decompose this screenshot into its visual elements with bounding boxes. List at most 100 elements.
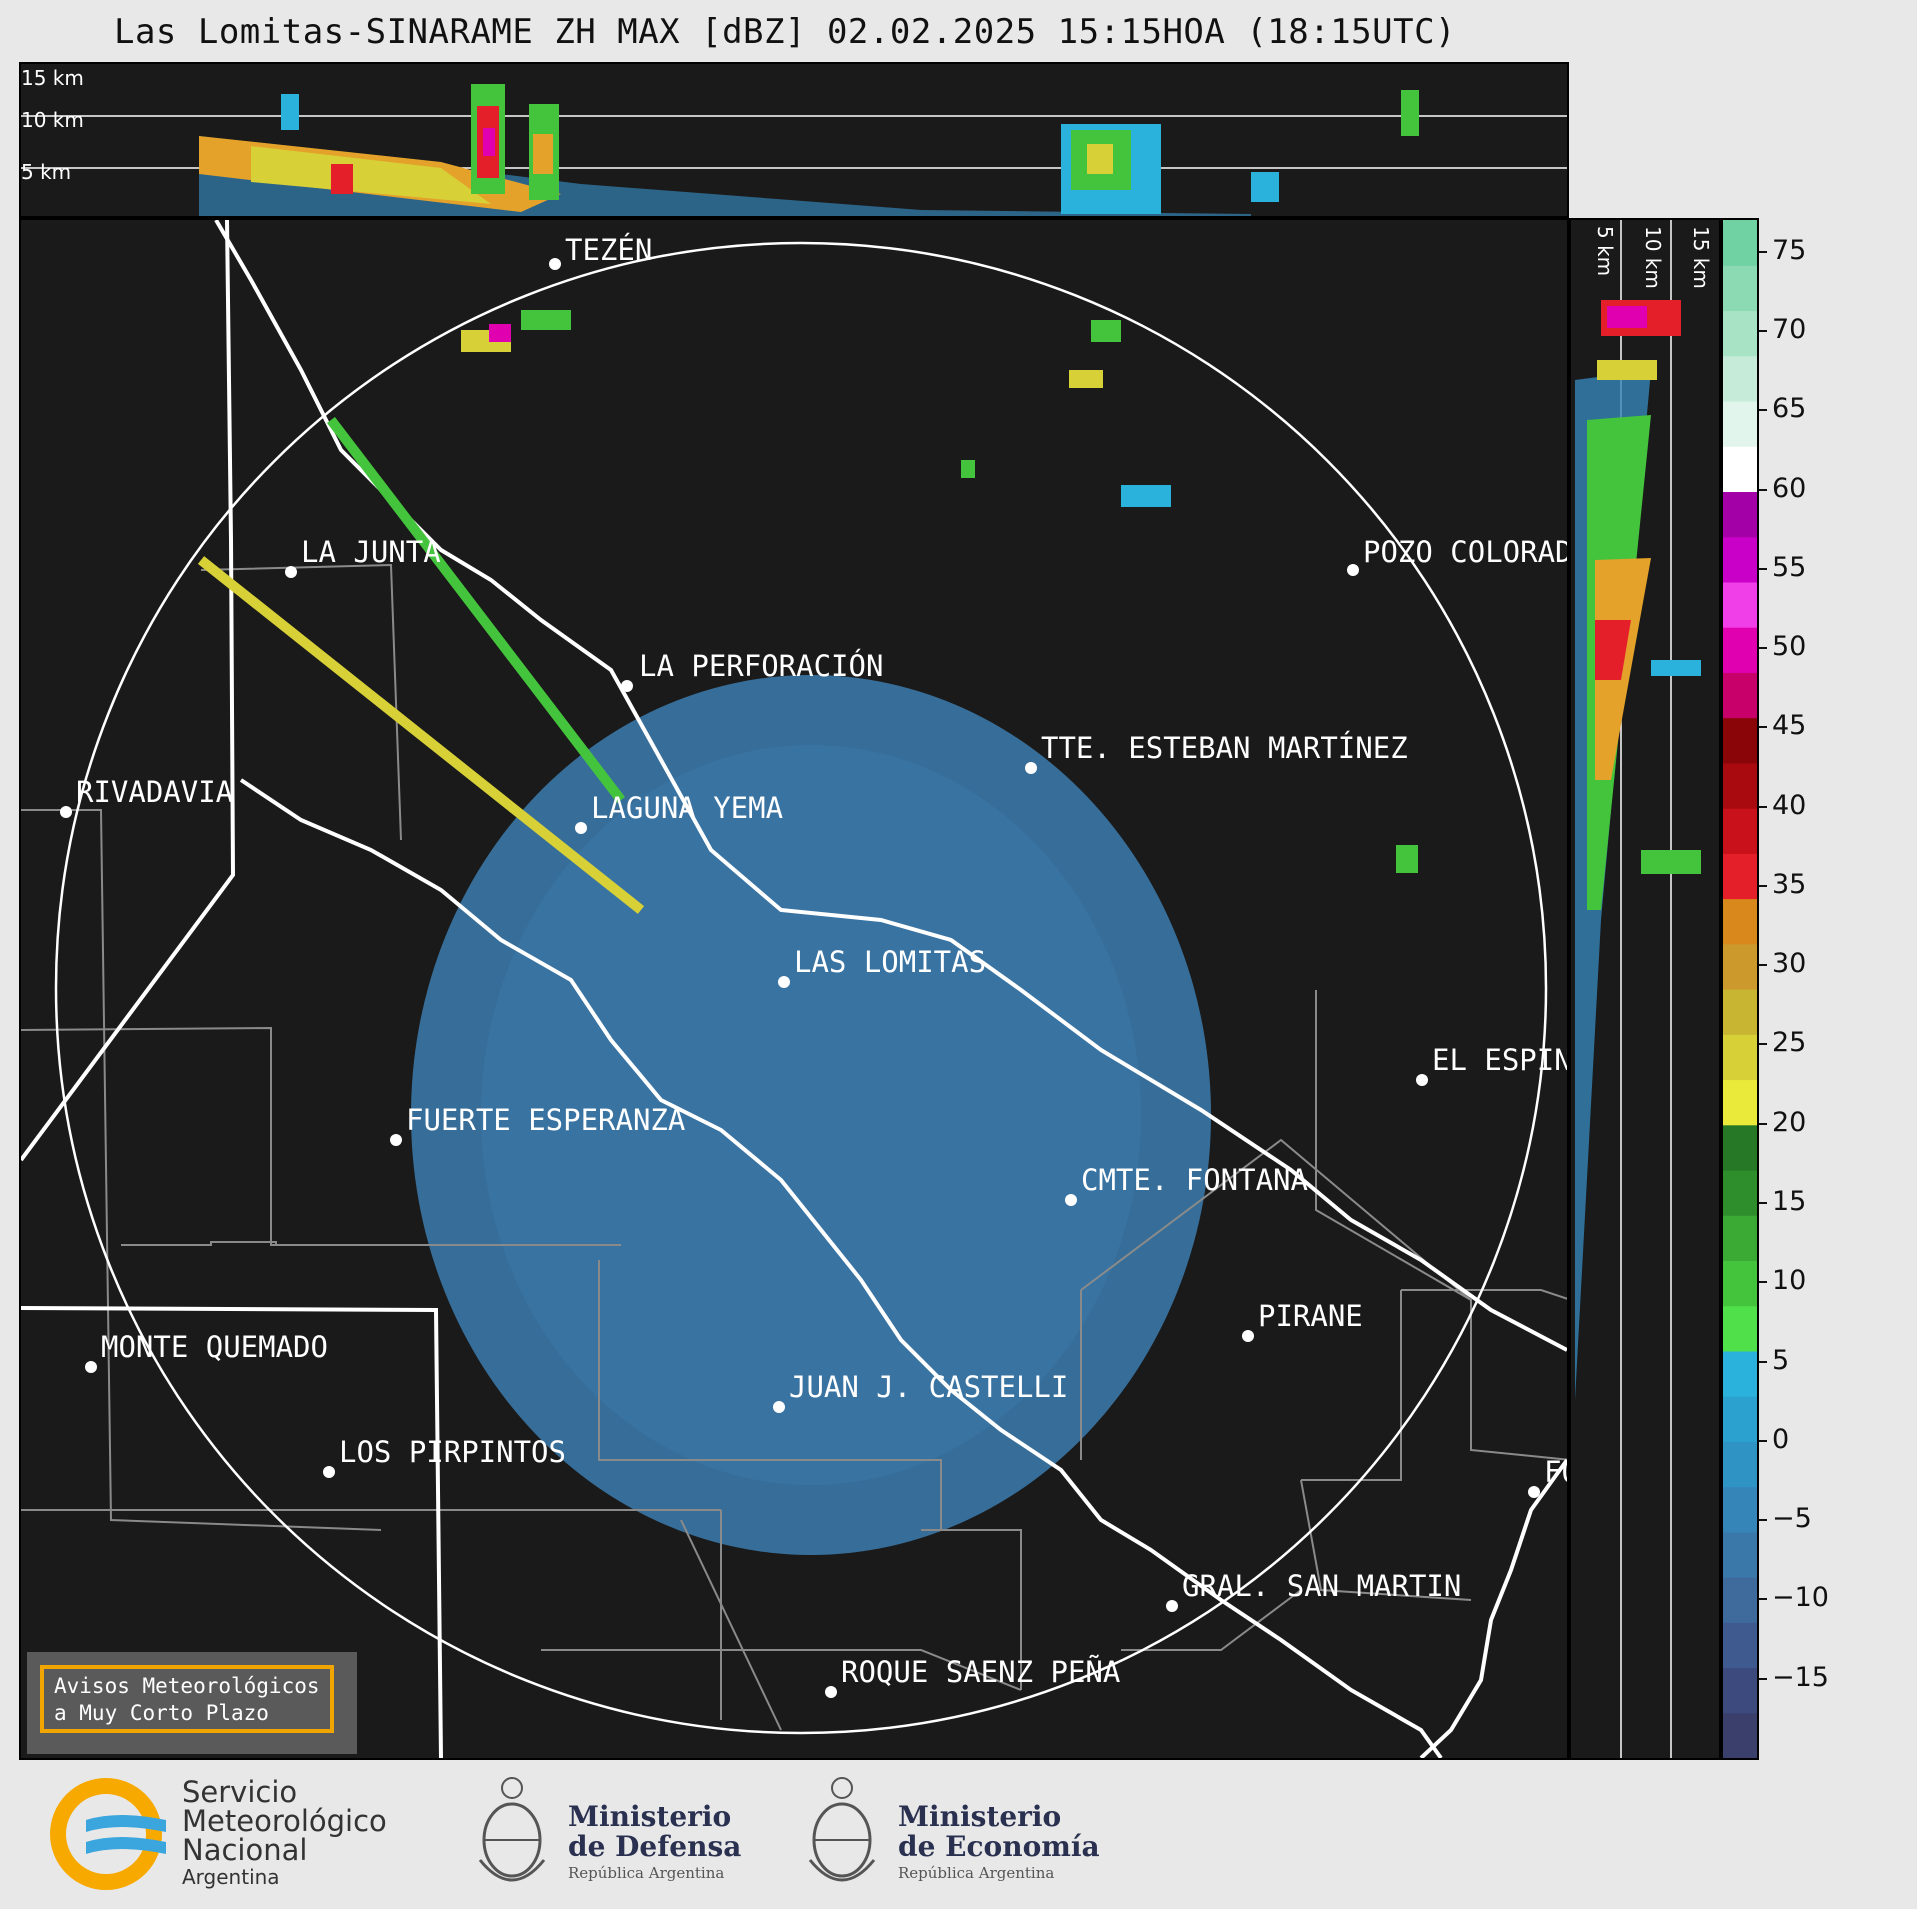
colorbar-tick-label: 25 <box>1772 1027 1807 1059</box>
colorbar-tick-label: 70 <box>1772 313 1807 345</box>
colorbar-tick <box>1759 1360 1767 1363</box>
colorbar-tick-label: −15 <box>1772 1661 1829 1693</box>
colorbar-tick <box>1759 1598 1767 1601</box>
city-label: ROQUE SAENZ PEÑA <box>841 1655 1120 1689</box>
colorbar-tick-label: 10 <box>1772 1265 1807 1297</box>
storm-cells <box>461 310 1418 873</box>
colorbar-band <box>1723 1124 1757 1171</box>
smn-line1: Servicio <box>182 1775 298 1809</box>
colorbar-tick <box>1759 567 1767 570</box>
city-label: LA PERFORACIÓN <box>639 649 883 683</box>
colorbar-tick-label: 50 <box>1772 631 1807 663</box>
colorbar-band <box>1723 310 1757 357</box>
footer-logos: Servicio Meteorológico Nacional Argentin… <box>0 1760 1917 1909</box>
echo-spike-yellow <box>197 556 645 914</box>
city-label: GRAL. SAN MARTIN <box>1182 1569 1461 1603</box>
colorbar-tick <box>1759 1043 1767 1046</box>
smn-logo-icon <box>50 1778 166 1890</box>
top-cross-section: 15 km 10 km 5 km <box>19 62 1569 218</box>
colorbar-band <box>1723 943 1757 990</box>
colorbar-band <box>1723 1531 1757 1578</box>
defensa-shield-icon <box>478 1777 546 1882</box>
city-label: CMTE. FONTANA <box>1081 1163 1308 1197</box>
colorbar-tick <box>1759 964 1767 967</box>
colorbar-band <box>1723 1622 1757 1669</box>
colorbar-band <box>1723 1079 1757 1126</box>
top-km-label-5: 5 km <box>21 160 72 184</box>
colorbar-tick <box>1759 1677 1767 1680</box>
side-cross-section: 5 km 10 km 15 km <box>1569 218 1721 1760</box>
colorbar-tick-label: 35 <box>1772 868 1807 900</box>
colorbar-band <box>1723 220 1757 266</box>
colorbar-band <box>1723 400 1757 447</box>
radar-map: TEZÉN LA JUNTA POZO COLORADO LA PERFORAC… <box>19 218 1569 1760</box>
city-label: TTE. ESTEBAN MARTÍNEZ <box>1041 731 1408 765</box>
colorbar-tick <box>1759 1202 1767 1205</box>
colorbar-tick-label: −5 <box>1772 1503 1812 1535</box>
colorbar-tick-label: 55 <box>1772 551 1807 583</box>
colorbar-tick <box>1759 647 1767 650</box>
colorbar-band <box>1723 1486 1757 1533</box>
colorbar-tick-label: 0 <box>1772 1423 1790 1455</box>
colorbar-band <box>1723 1712 1757 1758</box>
colorbar-band <box>1723 1350 1757 1397</box>
colorbar-band <box>1723 1260 1757 1307</box>
colorbar-band <box>1723 1577 1757 1623</box>
colorbar-tick <box>1759 329 1767 332</box>
smn-line3: Nacional <box>182 1833 308 1867</box>
top-km-label-15: 15 km <box>21 66 84 90</box>
side-km-label-10: 10 km <box>1641 226 1665 289</box>
city-label: FUERTE ESPERANZA <box>406 1103 685 1137</box>
colorbar-band <box>1723 355 1757 402</box>
economia-line2: de Economía <box>898 1830 1100 1863</box>
colorbar-tick-label: 30 <box>1772 948 1807 980</box>
colorbar-tick-label: −10 <box>1772 1582 1829 1614</box>
range-ring <box>54 241 1548 1735</box>
colorbar-band <box>1723 1215 1757 1262</box>
side-km-label-15: 15 km <box>1689 226 1713 289</box>
colorbar-tick <box>1759 488 1767 491</box>
colorbar-band <box>1723 717 1757 764</box>
province-borders <box>21 220 443 1758</box>
defensa-line1: Ministerio <box>568 1800 732 1833</box>
colorbar-band <box>1723 491 1757 538</box>
colorbar-band <box>1723 672 1757 719</box>
colorbar-band <box>1723 853 1757 900</box>
colorbar-tick-label: 60 <box>1772 472 1807 504</box>
city-label: LAGUNA YEMA <box>591 791 783 825</box>
colorbar-band <box>1723 1441 1757 1488</box>
city-label: EL ESPINILLO <box>1432 1043 1567 1077</box>
city-label: POZO COLORADO <box>1363 535 1567 569</box>
colorbar-tick <box>1759 409 1767 412</box>
colorbar-tick <box>1759 805 1767 808</box>
economia-line1: Ministerio <box>898 1800 1062 1833</box>
avisos-line2: a Muy Corto Plazo <box>54 1701 269 1725</box>
smn-line4: Argentina <box>182 1865 280 1889</box>
colorbar-tick <box>1759 884 1767 887</box>
top-km-label-10: 10 km <box>21 108 84 132</box>
city-label: PIRANE <box>1258 1299 1363 1333</box>
colorbar-band <box>1723 1034 1757 1081</box>
colorbar-tick-label: 15 <box>1772 1186 1807 1218</box>
colorbar-tick <box>1759 726 1767 729</box>
colorbar-band <box>1723 808 1757 854</box>
colorbar-tick <box>1759 1519 1767 1522</box>
colorbar-band <box>1723 1169 1757 1216</box>
economia-shield-icon <box>808 1777 876 1882</box>
economia-line3: República Argentina <box>898 1864 1055 1882</box>
colorbar-band <box>1723 265 1757 312</box>
colorbar-tick-label: 20 <box>1772 1106 1807 1138</box>
dbz-colorbar <box>1721 218 1759 1760</box>
colorbar-band <box>1723 1667 1757 1714</box>
city-label: RIVADAVIA <box>76 775 233 809</box>
chart-title: Las Lomitas-SINARAME ZH MAX [dBZ] 02.02.… <box>113 12 1457 52</box>
colorbar-tick <box>1759 250 1767 253</box>
defensa-line3: República Argentina <box>568 1864 725 1882</box>
colorbar-band <box>1723 762 1757 809</box>
colorbar-band <box>1723 989 1757 1035</box>
city-label: TEZÉN <box>565 233 652 267</box>
city-markers <box>60 258 1540 1698</box>
city-label: FORMOSA <box>1544 1455 1567 1489</box>
colorbar-tick-label: 75 <box>1772 234 1807 266</box>
colorbar-tick <box>1759 1439 1767 1442</box>
